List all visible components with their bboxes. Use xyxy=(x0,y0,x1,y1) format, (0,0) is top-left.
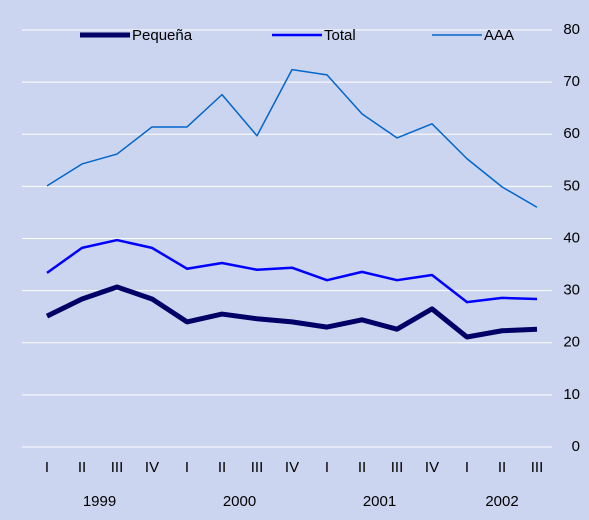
x-tick-label: III xyxy=(251,459,264,476)
y-tick-label: 80 xyxy=(563,21,580,38)
x-tick-label: I xyxy=(325,459,329,476)
series-line xyxy=(45,284,538,340)
x-tick-label: II xyxy=(218,459,226,476)
series-line xyxy=(46,238,538,304)
legend-label: Pequeña xyxy=(132,27,193,44)
legend-label: Total xyxy=(324,27,356,44)
y-tick-label: 20 xyxy=(563,334,580,351)
y-tick-label: 60 xyxy=(563,125,580,142)
x-group-label: 2000 xyxy=(223,493,256,510)
x-tick-label: IV xyxy=(425,459,439,476)
y-tick-label: 70 xyxy=(563,73,580,90)
x-tick-label: III xyxy=(391,459,404,476)
legend-label: AAA xyxy=(484,27,514,44)
y-tick-label: 50 xyxy=(563,177,580,194)
y-tick-label: 10 xyxy=(563,386,580,403)
series-line xyxy=(46,68,538,208)
y-tick-label: 30 xyxy=(563,282,580,299)
x-tick-label: III xyxy=(111,459,124,476)
x-tick-label: I xyxy=(465,459,469,476)
x-group-label: 2001 xyxy=(363,493,396,510)
x-tick-label: IV xyxy=(145,459,159,476)
x-tick-label: II xyxy=(358,459,366,476)
y-tick-label: 0 xyxy=(572,438,580,455)
x-tick-label: III xyxy=(531,459,544,476)
x-tick-label: IV xyxy=(285,459,299,476)
x-tick-label: I xyxy=(45,459,49,476)
x-tick-label: II xyxy=(78,459,86,476)
x-tick-label: I xyxy=(185,459,189,476)
x-tick-label: II xyxy=(498,459,506,476)
y-tick-label: 40 xyxy=(563,229,580,246)
x-group-label: 1999 xyxy=(83,493,116,510)
x-group-label: 2002 xyxy=(485,493,518,510)
